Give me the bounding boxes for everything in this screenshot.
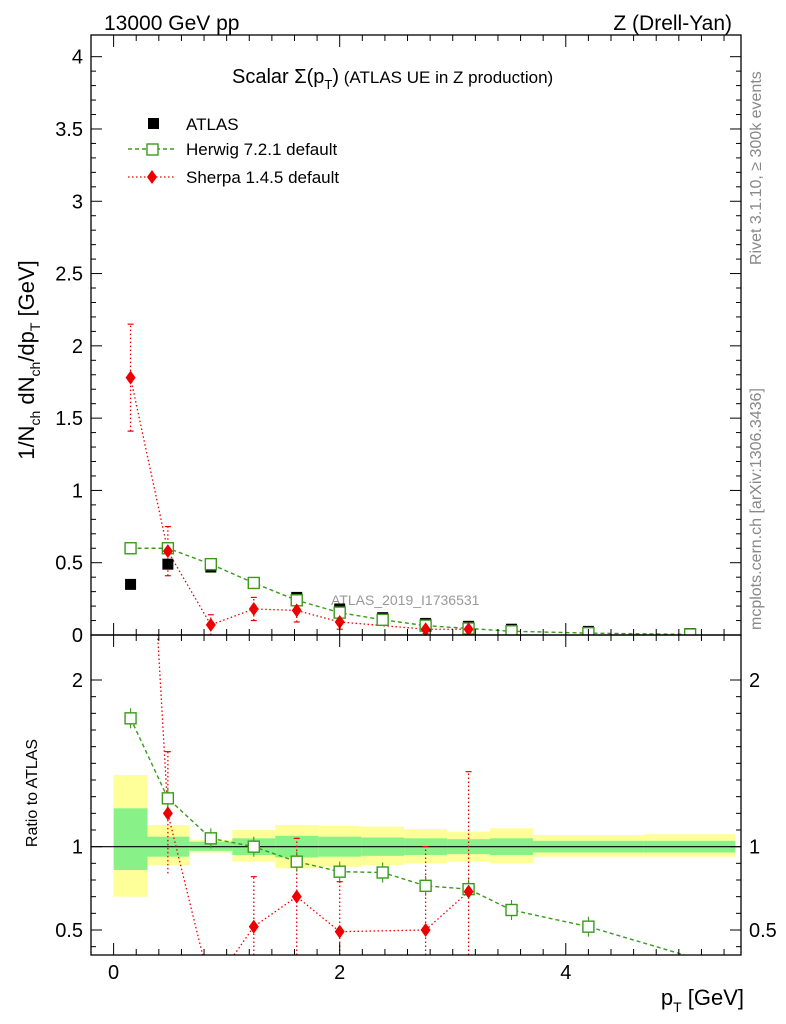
- legend-herwig-marker: [146, 143, 159, 156]
- xlabel-a-sub: T: [673, 999, 682, 1015]
- energy-label: 13000 GeV pp: [104, 12, 239, 35]
- herwig-line: [130, 547, 691, 635]
- ratio-sherpa-point: [420, 923, 431, 937]
- ratio-herwig-line: [129, 718, 687, 955]
- rivet-label: Rivet 3.1.10, ≥ 300k events: [748, 71, 765, 265]
- ratio-herwig-point: [582, 920, 595, 933]
- herwig-point: [376, 613, 389, 627]
- ylabel-a: 1/N: [14, 426, 39, 460]
- ylabel-c-sub: T: [27, 322, 43, 331]
- herwig-point: [204, 557, 218, 571]
- x-tick-label: 4: [560, 962, 571, 984]
- ratio-herwig-point: [204, 832, 218, 845]
- ylabel-b-sub: ch: [27, 362, 43, 377]
- sherpa-point: [291, 603, 302, 618]
- title-close: ): [332, 66, 339, 88]
- legend-herwig-label: Herwig 7.2.1 default: [186, 140, 337, 159]
- herwig-point: [505, 625, 518, 635]
- atlas-point: [125, 578, 137, 590]
- main-y-tick-label: 3.5: [55, 119, 83, 141]
- ratio-panel: [91, 635, 741, 955]
- title-sub: T: [324, 77, 332, 92]
- ratio-sherpa-point: [463, 884, 474, 899]
- main-y-tick-label: 1: [72, 480, 83, 502]
- sherpa-point: [205, 617, 216, 632]
- ratio-y-tick-label: 2: [72, 670, 83, 692]
- ratio-herwig-point: [333, 865, 346, 878]
- legend-sherpa-marker: [147, 170, 157, 184]
- title-sigma: Σ(p: [294, 66, 324, 88]
- ratio-sherpa-point: [162, 806, 173, 821]
- sherpa-point: [248, 601, 259, 616]
- ratio-y-tick-label-right: 1: [749, 837, 760, 859]
- x-tick-label: 0: [108, 962, 119, 984]
- atlas-point: [162, 558, 174, 570]
- legend-atlas-label: ATLAS: [186, 115, 239, 134]
- ratio-y-axis-label: Ratio to ATLAS: [24, 739, 41, 847]
- ratio-herwig-point: [290, 855, 303, 868]
- ratio-y-tick-label-right: 2: [749, 670, 760, 692]
- ylabel-c: /dp: [14, 331, 39, 362]
- x-tick-label: 2: [334, 962, 345, 984]
- title-prefix: Scalar: [232, 66, 294, 88]
- mcplots-label: mcplots.cern.ch [arXiv:1306.3436]: [748, 388, 765, 630]
- ratio-sherpa-point: [334, 924, 345, 939]
- plot-title: Scalar Σ(pT) (ATLAS UE in Z production): [232, 66, 553, 92]
- ylabel-b: dN: [14, 377, 39, 411]
- ylabel-a-sub: ch: [27, 411, 43, 426]
- ratio-y-tick-label: 1: [72, 837, 83, 859]
- main-y-tick-label: 4: [72, 47, 83, 69]
- main-y-axis-label: 1/Nch dNch/dpT [GeV]: [14, 260, 43, 460]
- main-y-tick-label: 0.5: [55, 553, 83, 575]
- ylabel-d: [GeV]: [14, 260, 39, 322]
- sherpa-point: [420, 622, 431, 635]
- herwig-point: [124, 542, 137, 555]
- main-y-tick-label: 0: [72, 625, 83, 647]
- sherpa-point: [162, 544, 173, 559]
- xlabel-b: [GeV]: [682, 985, 744, 1010]
- x-axis-label: pT [GeV]: [661, 985, 744, 1015]
- main-y-tick-label: 3: [72, 191, 83, 213]
- ratio-frame: [90, 634, 742, 956]
- ratio-herwig-point: [247, 840, 260, 853]
- ratio-sherpa-point: [291, 889, 302, 904]
- title-suffix: (ATLAS UE in Z production): [339, 68, 553, 87]
- ratio-sherpa-line: [156, 635, 469, 955]
- axes: 0 0.5 1 1.5 2 2.5 3 3.5 4 0 2 4 0.5 0.5 1 1 2 2: [55, 34, 777, 984]
- sherpa-point: [334, 614, 345, 629]
- herwig-point: [247, 576, 260, 590]
- main-panel: [124, 323, 697, 635]
- ratio-y-tick-label: 0.5: [55, 920, 83, 942]
- main-y-tick-label: 1.5: [55, 408, 83, 430]
- ratio-herwig-point: [161, 792, 175, 805]
- ratio-sherpa-point: [248, 919, 259, 934]
- ratio-herwig-point: [505, 903, 518, 917]
- main-y-tick-label: 2: [72, 336, 83, 358]
- band-inner-0: [113, 808, 148, 870]
- sherpa-point: [463, 622, 474, 635]
- ratio-herwig-point: [124, 712, 137, 725]
- legend: ATLAS Herwig 7.2.1 default Sherpa 1.4.5 …: [128, 115, 339, 187]
- ratio-herwig-point: [376, 866, 389, 879]
- main-y-tick-label: 2.5: [55, 264, 83, 286]
- process-label: Z (Drell-Yan): [613, 12, 732, 35]
- ratio-y-tick-label-right: 0.5: [749, 920, 777, 942]
- legend-sherpa-label: Sherpa 1.4.5 default: [186, 168, 339, 187]
- analysis-watermark: ATLAS_2019_I1736531: [331, 592, 480, 608]
- xlabel-a: p: [661, 985, 673, 1010]
- ratio-herwig-point: [419, 879, 432, 893]
- legend-atlas-marker: [148, 118, 159, 129]
- sherpa-point: [125, 370, 136, 385]
